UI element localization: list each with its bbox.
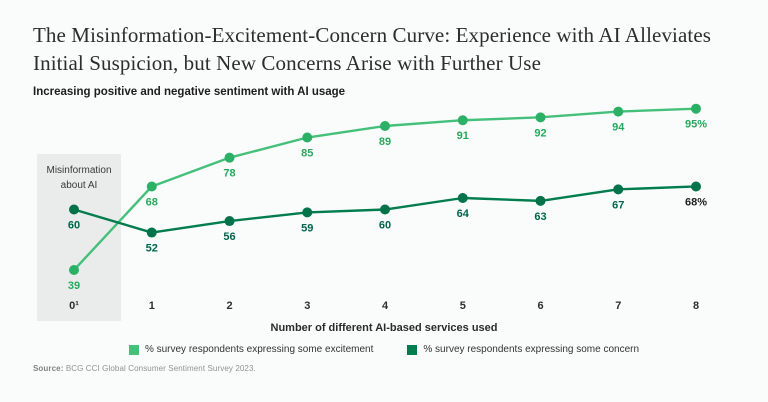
legend-label-excitement: % survey respondents expressing some exc… <box>144 344 374 355</box>
concern-data-label: 67 <box>612 199 624 211</box>
concern-point <box>146 227 157 238</box>
concern-data-label: 68% <box>685 196 707 208</box>
x-tick-label: 0¹ <box>69 300 79 312</box>
source-text: BCG CCI Global Consumer Sentiment Survey… <box>63 364 256 373</box>
concern-data-label: 63 <box>534 211 546 223</box>
concern-data-label: 60 <box>68 220 80 232</box>
x-tick-label: 1 <box>149 300 155 312</box>
excitement-point <box>224 152 235 163</box>
excitement-point <box>535 112 546 123</box>
concern-data-label: 56 <box>223 231 235 243</box>
excitement-data-label: 92 <box>534 127 546 139</box>
source-note: Source: BCG CCI Global Consumer Sentimen… <box>33 364 256 373</box>
excitement-point <box>69 265 79 275</box>
excitement-data-label: 89 <box>379 136 391 148</box>
excitement-data-label: 94 <box>612 122 625 134</box>
excitement-point <box>380 121 390 131</box>
concern-point <box>69 204 79 215</box>
page-title: The Misinformation-Excitement-Concern Cu… <box>33 23 712 75</box>
concern-data-label: 60 <box>379 220 391 232</box>
excitement-data-label: 39 <box>68 280 80 292</box>
excitement-point <box>146 181 157 192</box>
x-tick-label: 4 <box>382 300 389 312</box>
excitement-data-label: 95% <box>685 119 707 131</box>
concern-point <box>380 204 390 215</box>
chart-subtitle: Increasing positive and negative sentime… <box>33 86 346 98</box>
concern-point <box>457 193 468 203</box>
annotation-label: Misinformation about AI <box>46 165 112 191</box>
excitement-data-label: 85 <box>301 148 313 160</box>
excitement-data-label: 68 <box>146 196 158 208</box>
concern-data-label: 59 <box>301 222 313 234</box>
concern-point <box>535 195 546 206</box>
excitement-data-label: 78 <box>223 168 235 180</box>
x-axis-title: Number of different AI-based services us… <box>270 322 498 334</box>
concern-point <box>691 181 701 192</box>
concern-point <box>224 216 235 227</box>
excitement-line <box>73 107 697 271</box>
x-tick-label: 8 <box>693 300 699 312</box>
concern-swatch-icon <box>407 344 418 355</box>
x-tick-label: 3 <box>304 300 310 312</box>
misinformation-annotation-box: Misinformation about AI <box>37 154 121 321</box>
excitement-point <box>457 115 468 126</box>
x-tick-label: 2 <box>226 300 232 312</box>
concern-data-label: 52 <box>146 243 158 255</box>
excitement-point <box>613 106 624 117</box>
excitement-point <box>302 132 313 143</box>
legend-item-concern: % survey respondents expressing some con… <box>407 344 639 355</box>
concern-point <box>302 207 313 218</box>
concern-data-label: 64 <box>457 208 470 220</box>
concern-point <box>613 184 624 195</box>
excitement-data-label: 91 <box>457 130 469 142</box>
excitement-point <box>691 103 701 114</box>
x-tick-label: 7 <box>615 300 621 312</box>
excitement-swatch-icon <box>128 344 139 355</box>
x-tick-label: 6 <box>537 300 543 312</box>
legend-label-concern: % survey respondents expressing some con… <box>423 344 640 355</box>
chart-legend: % survey respondents expressing some exc… <box>0 344 768 355</box>
legend-item-excitement: % survey respondents expressing some exc… <box>128 344 374 355</box>
x-tick-label: 5 <box>460 300 466 312</box>
source-prefix: Source: <box>33 364 64 373</box>
